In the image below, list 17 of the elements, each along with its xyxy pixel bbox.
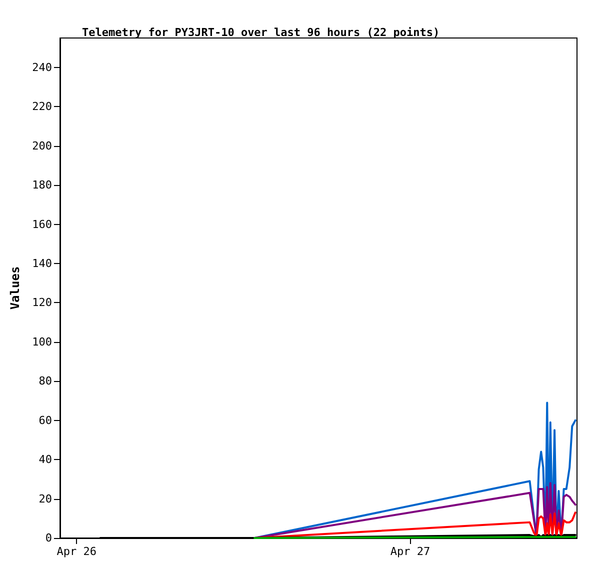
- y-tick-label: 20: [38, 492, 52, 506]
- y-axis-title: Values: [8, 266, 22, 310]
- y-tick-label: 200: [32, 139, 52, 152]
- y-tick-label: 220: [32, 100, 52, 114]
- y-tick-label: 140: [32, 256, 52, 270]
- y-tick-label: 40: [38, 453, 52, 466]
- x-tick-label: Apr 27: [390, 545, 430, 558]
- y-tick-label: 240: [32, 60, 52, 74]
- chart-title: Telemetry for PY3JRT-10 over last 96 hours (22 points): [82, 26, 440, 39]
- y-tick-label: 60: [38, 414, 52, 427]
- y-tick-label: 80: [38, 374, 52, 388]
- y-tick-label: 180: [32, 178, 52, 192]
- y-tick-label: 160: [32, 218, 52, 231]
- y-tick-label: 0: [45, 532, 52, 544]
- y-tick-label: 100: [32, 335, 52, 348]
- x-tick-label: Apr 26: [56, 545, 97, 558]
- y-tick-label: 120: [32, 296, 52, 310]
